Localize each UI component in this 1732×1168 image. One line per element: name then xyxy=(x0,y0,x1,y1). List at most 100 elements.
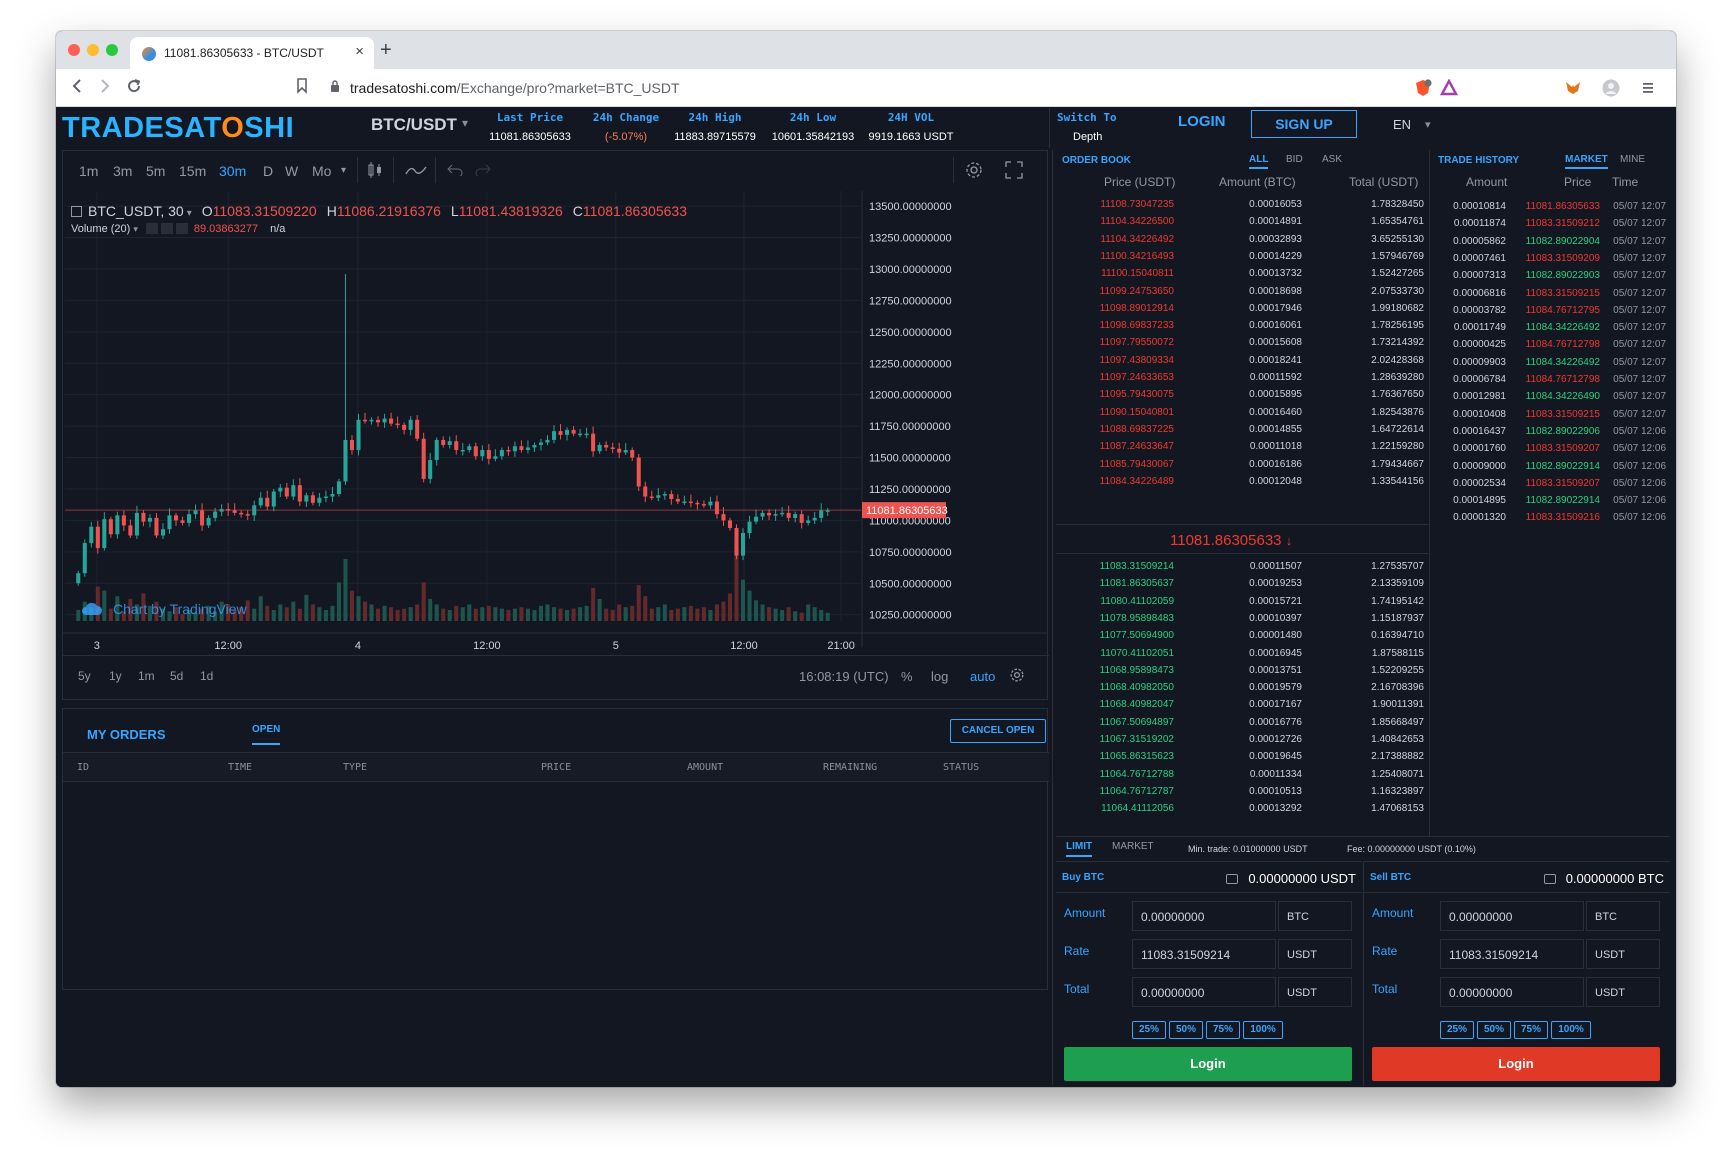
bid-row[interactable]: 11064.41112056 0.00013292 1.47068153 xyxy=(1056,800,1428,819)
buy-total-input[interactable]: 0.00000000 xyxy=(1132,977,1276,1007)
bid-row[interactable]: 11065.86315623 0.00019645 2.17388882 xyxy=(1056,748,1428,767)
chevron-down-icon[interactable]: ▾ xyxy=(462,116,469,130)
interval-mo[interactable]: Mo xyxy=(312,163,332,179)
sell-percent-100[interactable]: 100% xyxy=(1551,1021,1591,1039)
buy-rate-input[interactable]: 11083.31509214 xyxy=(1132,939,1276,969)
range-1d[interactable]: 1d xyxy=(200,669,214,683)
indicators-icon[interactable] xyxy=(405,163,427,180)
trade-history-row[interactable]: 0.00016437 11082.89022906 05/07 12:06 xyxy=(1434,423,1670,442)
tab-close-icon[interactable]: × xyxy=(355,43,364,60)
interval-3m[interactable]: 3m xyxy=(113,163,133,179)
bid-row[interactable]: 11070.41102051 0.00016945 1.87588115 xyxy=(1056,645,1428,664)
market-pair-selector[interactable]: BTC/USDT xyxy=(371,115,457,134)
fullscreen-icon[interactable] xyxy=(1005,161,1023,182)
buy-amount-input[interactable]: 0.00000000 xyxy=(1132,901,1276,931)
log-toggle[interactable]: log xyxy=(931,669,949,684)
bid-row[interactable]: 11068.95898473 0.00013751 1.52209255 xyxy=(1056,662,1428,681)
profile-avatar-icon[interactable] xyxy=(1602,79,1620,97)
browser-menu-icon[interactable] xyxy=(1641,79,1659,97)
tab-bid[interactable]: BID xyxy=(1286,154,1303,165)
new-tab-icon[interactable]: + xyxy=(380,39,392,61)
collapse-legend-icon[interactable] xyxy=(71,206,82,217)
bid-row[interactable]: 11064.76712788 0.00011334 1.25408071 xyxy=(1056,766,1428,785)
trade-history-row[interactable]: 0.00012981 11084.34226490 05/07 12:07 xyxy=(1434,388,1670,407)
address-bar[interactable]: tradesatoshi.com/Exchange/pro?market=BTC… xyxy=(318,74,1398,102)
interval-15m[interactable]: 15m xyxy=(179,163,207,179)
undo-icon[interactable] xyxy=(447,162,463,179)
zoom-window-button[interactable] xyxy=(106,44,118,56)
ask-row[interactable]: 11097.79550072 0.00015608 1.73214392 xyxy=(1056,334,1428,353)
trade-history-row[interactable]: 0.00001760 11083.31509207 05/07 12:06 xyxy=(1434,440,1670,459)
percent-toggle[interactable]: % xyxy=(901,669,913,684)
ask-row[interactable]: 11085.79430067 0.00016186 1.79434667 xyxy=(1056,456,1428,475)
bid-row[interactable]: 11068.40982047 0.00017167 1.90011391 xyxy=(1056,696,1428,715)
ask-row[interactable]: 11087.24633647 0.00011018 1.22159280 xyxy=(1056,438,1428,457)
interval-d[interactable]: D xyxy=(263,163,274,179)
browser-tab[interactable]: 11081.86305633 - BTC/USDT × xyxy=(130,37,374,69)
trade-history-row[interactable]: 0.00003782 11084.76712795 05/07 12:07 xyxy=(1434,302,1670,321)
interval-1m[interactable]: 1m xyxy=(79,163,99,179)
bid-row[interactable]: 11067.50694897 0.00016776 1.85668497 xyxy=(1056,714,1428,733)
tab-limit[interactable]: LIMIT xyxy=(1066,841,1093,857)
sell-rate-input[interactable]: 11083.31509214 xyxy=(1440,939,1584,969)
column-id[interactable]: ID xyxy=(77,762,90,773)
ask-row[interactable]: 11090.15040801 0.00016460 1.82543876 xyxy=(1056,404,1428,423)
tab-market[interactable]: MARKET xyxy=(1565,154,1608,169)
buy-percent-25[interactable]: 25% xyxy=(1132,1021,1166,1039)
ask-row[interactable]: 11084.34226489 0.00012048 1.33544156 xyxy=(1056,473,1428,492)
tab-market[interactable]: MARKET xyxy=(1112,841,1154,852)
brave-shield-icon[interactable] xyxy=(1414,79,1432,97)
buy-percent-100[interactable]: 100% xyxy=(1243,1021,1283,1039)
chevron-down-icon[interactable]: ▾ xyxy=(186,208,192,219)
tab-ask[interactable]: ASK xyxy=(1322,154,1343,165)
back-icon[interactable] xyxy=(70,78,84,99)
ask-row[interactable]: 11098.69837233 0.00016061 1.78256195 xyxy=(1056,317,1428,336)
bid-row[interactable]: 11067.31519202 0.00012726 1.40842653 xyxy=(1056,731,1428,750)
bid-row[interactable]: 11081.86305637 0.00019253 2.13359109 xyxy=(1056,575,1428,594)
sell-percent-75[interactable]: 75% xyxy=(1514,1021,1548,1039)
bid-row[interactable]: 11064.76712787 0.00010513 1.16323897 xyxy=(1056,783,1428,802)
column-type[interactable]: TYPE xyxy=(343,762,368,773)
switch-to-depth[interactable]: Switch To Depth xyxy=(1057,111,1117,143)
range-5y[interactable]: 5y xyxy=(78,669,91,683)
ask-row[interactable]: 11100.15040811 0.00013732 1.52427265 xyxy=(1056,265,1428,284)
bid-row[interactable]: 11080.41102059 0.00015721 1.74195142 xyxy=(1056,593,1428,612)
settings-icon[interactable] xyxy=(160,223,173,234)
trade-history-row[interactable]: 0.00010814 11081.86305633 05/07 12:07 xyxy=(1434,198,1670,217)
trade-history-row[interactable]: 0.00009903 11084.34226492 05/07 12:07 xyxy=(1434,354,1670,373)
trade-history-row[interactable]: 0.00011749 11084.34226492 05/07 12:07 xyxy=(1434,319,1670,338)
trade-history-row[interactable]: 0.00000425 11084.76712798 05/07 12:07 xyxy=(1434,336,1670,355)
bid-row[interactable]: 11068.40982050 0.00019579 2.16708396 xyxy=(1056,679,1428,698)
trade-history-row[interactable]: 0.00010408 11083.31509215 05/07 12:07 xyxy=(1434,406,1670,425)
range-1m[interactable]: 1m xyxy=(138,669,155,683)
sell-percent-25[interactable]: 25% xyxy=(1440,1021,1474,1039)
reload-icon[interactable] xyxy=(126,78,142,99)
range-1y[interactable]: 1y xyxy=(109,669,122,683)
trade-history-row[interactable]: 0.00007461 11083.31509209 05/07 12:07 xyxy=(1434,250,1670,269)
interval-30m[interactable]: 30m xyxy=(219,163,247,179)
tab-open[interactable]: OPEN xyxy=(252,724,281,745)
sell-total-input[interactable]: 0.00000000 xyxy=(1440,977,1584,1007)
interval-w[interactable]: W xyxy=(285,163,299,179)
ask-row[interactable]: 11095.79430075 0.00015895 1.76367650 xyxy=(1056,386,1428,405)
trade-history-row[interactable]: 0.00002534 11083.31509207 05/07 12:06 xyxy=(1434,475,1670,494)
ask-row[interactable]: 11097.43809334 0.00018241 2.02428368 xyxy=(1056,352,1428,371)
ask-row[interactable]: 11098.89012914 0.00017946 1.99180682 xyxy=(1056,300,1428,319)
trade-history-row[interactable]: 0.00006816 11083.31509215 05/07 12:07 xyxy=(1434,285,1670,304)
tradingview-watermark[interactable]: Chart by TradingView xyxy=(81,601,247,617)
column-time[interactable]: TIME xyxy=(228,762,253,773)
trade-history-row[interactable]: 0.00011874 11083.31509212 05/07 12:07 xyxy=(1434,215,1670,234)
ask-row[interactable]: 11104.34226492 0.00032893 3.65255130 xyxy=(1056,231,1428,250)
tab-all[interactable]: ALL xyxy=(1249,154,1269,169)
ask-row[interactable]: 11088.69837225 0.00014855 1.64722614 xyxy=(1056,421,1428,440)
trade-history-row[interactable]: 0.00005862 11082.89022904 05/07 12:07 xyxy=(1434,233,1670,252)
tab-mine[interactable]: MINE xyxy=(1620,154,1645,165)
trade-history-row[interactable]: 0.00006784 11084.76712798 05/07 12:07 xyxy=(1434,371,1670,390)
trade-history-row[interactable]: 0.00001320 11083.31509216 05/07 12:06 xyxy=(1434,509,1670,528)
ask-row[interactable]: 11104.34226500 0.00014891 1.65354761 xyxy=(1056,213,1428,232)
bid-row[interactable]: 11077.50694900 0.00001480 0.16394710 xyxy=(1056,627,1428,646)
ask-row[interactable]: 11097.24633653 0.00011592 1.28639280 xyxy=(1056,369,1428,388)
eye-icon[interactable] xyxy=(145,223,158,234)
forward-icon[interactable] xyxy=(98,78,112,99)
signup-button[interactable]: SIGN UP xyxy=(1251,110,1357,138)
